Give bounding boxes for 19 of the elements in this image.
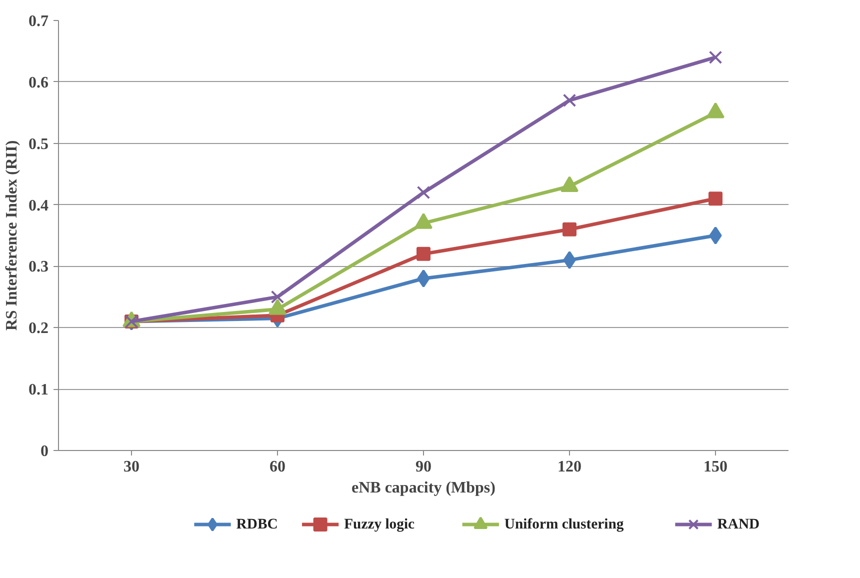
x-tick-label: 120	[558, 458, 582, 476]
x-axis-title: eNB capacity (Mbps)	[352, 480, 496, 496]
y-tick-label: 0.7	[28, 13, 48, 30]
y-tick-label: 0.5	[28, 136, 48, 153]
legend-label: Uniform clustering	[504, 516, 624, 532]
legend-label: RAND	[717, 516, 760, 532]
x-tick-label: 150	[704, 458, 728, 476]
y-tick-label: 0.3	[28, 258, 48, 276]
y-tick-label: 0.6	[28, 74, 48, 92]
x-tick-label: 60	[270, 458, 286, 476]
legend-label: RDBC	[236, 516, 278, 532]
y-tick-label: 0.1	[28, 382, 48, 399]
x-tick-label: 30	[124, 458, 140, 476]
x-tick-label: 90	[416, 458, 432, 476]
y-tick-label: 0.2	[28, 320, 48, 338]
legend-label: Fuzzy logic	[344, 516, 416, 532]
y-tick-label: 0	[40, 443, 48, 460]
y-axis-title: RS Interference Index (RII)	[4, 140, 20, 331]
y-tick-label: 0.4	[28, 197, 48, 214]
